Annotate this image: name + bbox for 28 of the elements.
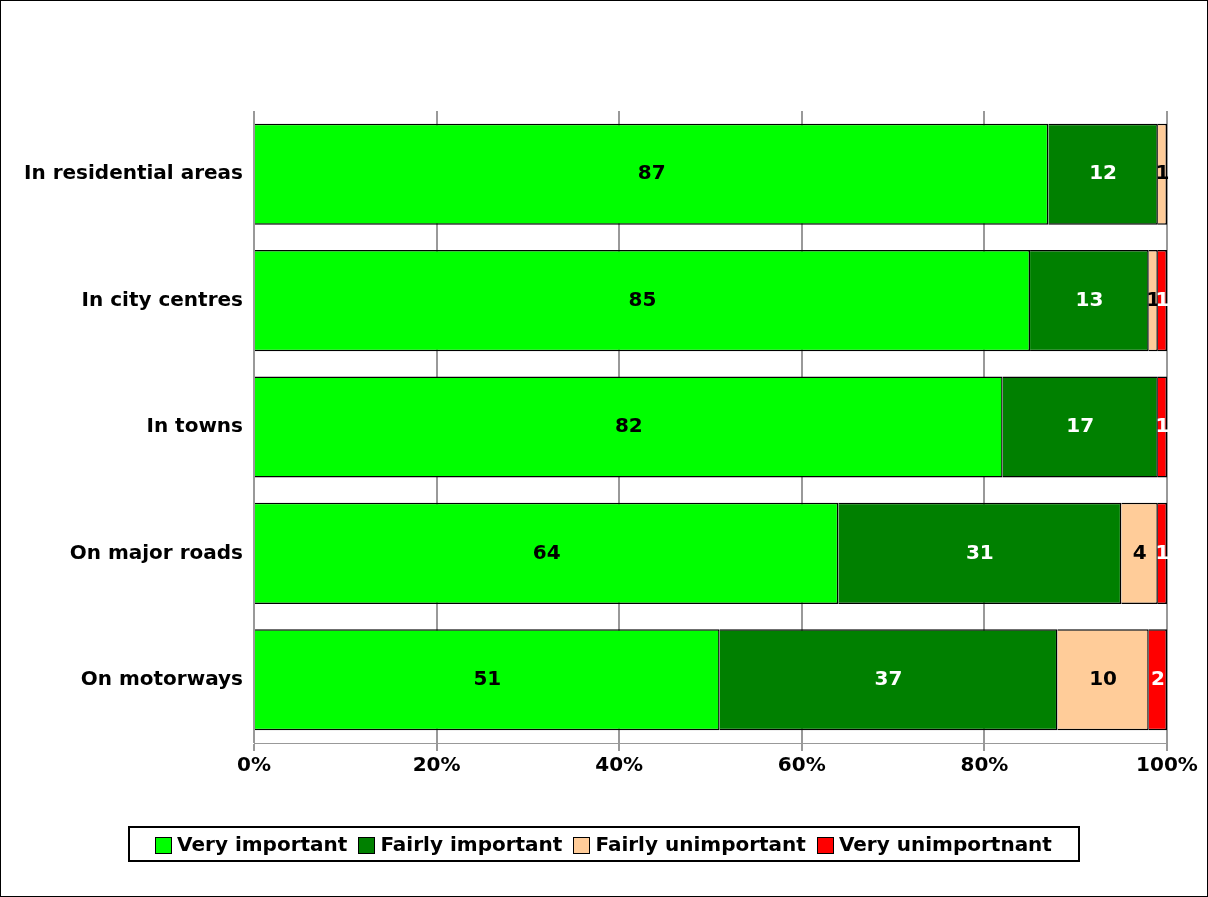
- y-tick-label: In city centres: [81, 286, 243, 311]
- x-tick-label: 20%: [412, 752, 461, 777]
- legend-label: Very important: [177, 832, 348, 856]
- y-tick-label: In towns: [146, 413, 243, 438]
- data-label: 12: [1089, 160, 1118, 185]
- x-tick-label: 0%: [237, 752, 271, 777]
- data-label: 13: [1075, 286, 1104, 311]
- data-label: 31: [965, 539, 994, 564]
- x-tick-label: 80%: [960, 752, 1009, 777]
- data-label: 37: [874, 666, 903, 690]
- legend-label: Fairly unimportant: [595, 832, 806, 856]
- y-tick-label: In residential areas: [23, 160, 243, 185]
- data-label: 51: [473, 666, 502, 690]
- y-tick-label: On major roads: [69, 539, 243, 564]
- y-tick-label: On motorways: [80, 666, 243, 690]
- x-tick-label: 40%: [595, 752, 644, 777]
- data-label: 2: [1150, 666, 1165, 690]
- x-tick-label: 60%: [777, 752, 826, 777]
- data-label: 17: [1066, 413, 1095, 438]
- data-label: 87: [637, 160, 666, 185]
- x-tick-label: 100%: [1136, 752, 1198, 777]
- legend-label: Very unimportnant: [838, 832, 1052, 856]
- data-label: 4: [1132, 539, 1147, 564]
- data-label: 85: [628, 286, 657, 311]
- data-label: 82: [614, 413, 643, 438]
- data-label: 64: [532, 539, 561, 564]
- legend-label: Fairly important: [380, 832, 563, 856]
- data-label: 10: [1089, 666, 1118, 690]
